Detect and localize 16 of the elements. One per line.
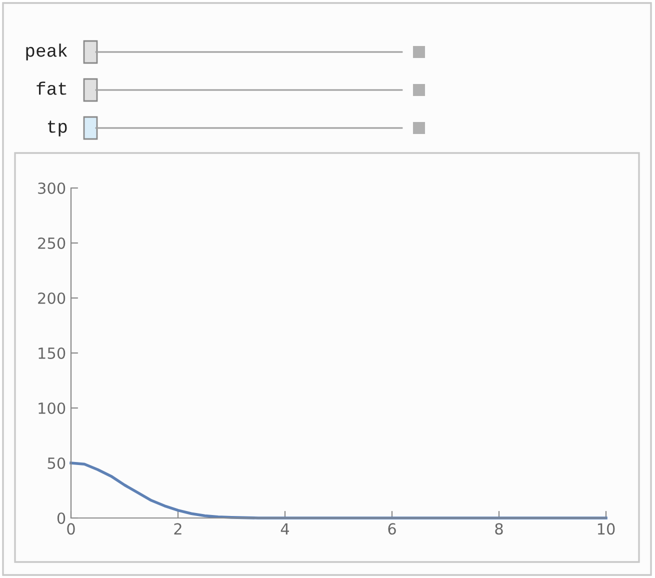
text: peak — [26, 44, 68, 60]
x-tick-label: 4 — [280, 523, 290, 534]
x-tick-label: 2 — [174, 523, 182, 534]
y-tick-label: 100 — [38, 402, 66, 414]
x-tick-label: 6 — [388, 523, 396, 535]
text: tp — [48, 120, 67, 136]
x-tick-label: 0 — [67, 523, 75, 535]
x-tick-label: 8 — [495, 523, 503, 535]
y-tick-label: 250 — [38, 237, 66, 250]
x-tick-label: 10 — [598, 523, 615, 535]
y-tick-label: 150 — [38, 347, 66, 360]
text: fat — [36, 82, 66, 95]
y-tick-label: 50 — [48, 457, 66, 470]
y-tick-label: 300 — [38, 182, 66, 194]
y-tick-label: 200 — [38, 292, 66, 304]
y-tick-label: 0 — [57, 512, 66, 524]
